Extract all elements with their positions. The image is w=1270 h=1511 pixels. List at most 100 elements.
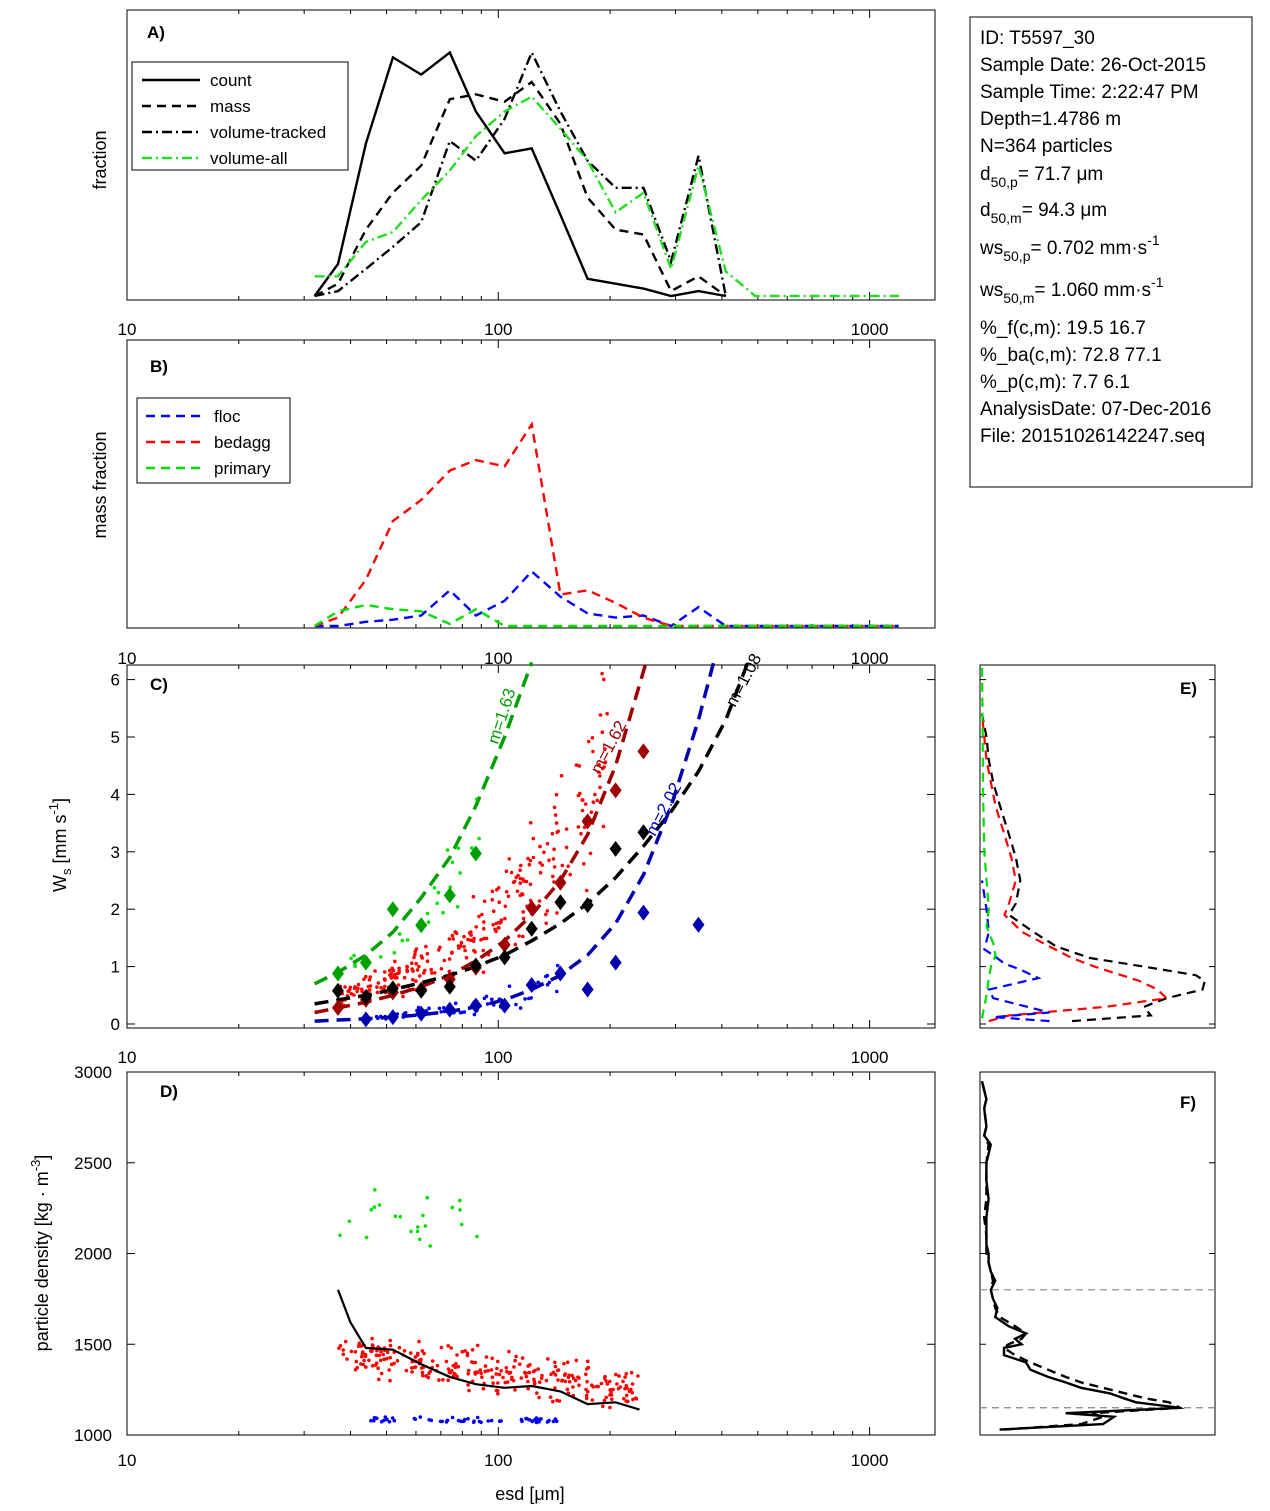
panel-d-point-bedagg	[356, 1344, 361, 1348]
panel-d-point-bedagg	[410, 1370, 414, 1374]
panel-d-point-bedagg	[450, 1369, 454, 1373]
panel-c-point-floc	[529, 996, 533, 1000]
panel-c-x-tick-label: 10	[118, 1048, 137, 1067]
panel-c-y-tick-label: 1	[111, 958, 120, 977]
panel-c-point-bedagg	[490, 889, 495, 894]
panel-e-series-line	[980, 713, 1169, 1023]
panel-c-point-primary	[425, 911, 430, 916]
panel-d-point-bedagg	[557, 1399, 562, 1403]
panel-c-point-bedagg	[442, 958, 447, 963]
panel-c-point-bedagg	[516, 873, 520, 878]
panel-b-legend: floc bedagg primary	[136, 397, 291, 484]
panel-d-y-tick-label: 1500	[74, 1335, 112, 1354]
panel-c-point-bedagg	[559, 773, 564, 778]
panel-c-point-primary	[450, 860, 455, 865]
panel-d-point-bedagg	[413, 1355, 418, 1359]
info-box-frame	[969, 16, 1253, 488]
panel-b-legend-label: primary	[214, 459, 271, 478]
panel-d-point-floc	[471, 1420, 476, 1424]
panel-d-point-floc	[466, 1417, 470, 1421]
panel-d-point-bedagg	[426, 1375, 431, 1380]
panel-c-point-bedagg	[507, 857, 512, 861]
panel-c-point-bedagg	[555, 830, 559, 835]
panel-d-point-bedagg	[357, 1341, 362, 1346]
panel-c-point-bedagg	[538, 861, 542, 865]
panel-d-point-bedagg	[373, 1363, 378, 1367]
panel-c-point-bedagg	[375, 985, 379, 989]
panel-d-point-bedagg	[503, 1380, 508, 1385]
panel-c-point-floc	[518, 1006, 523, 1010]
panel-c-point-floc	[514, 1002, 518, 1007]
panel-d-point-bedagg	[544, 1378, 549, 1383]
panel-d-point-floc	[387, 1419, 392, 1424]
panel-c-point-bedagg	[368, 984, 373, 988]
panel-a: 10 100 1000 A) fraction count mass volume-tr…	[90, 9, 936, 339]
panel-a-y-label: fraction	[90, 130, 110, 189]
info-line: %_p(c,m): 7.7 6.1	[980, 372, 1130, 393]
panel-d-point-floc	[489, 1418, 494, 1423]
panel-c-point-bedagg	[551, 874, 555, 879]
info-line: N=364 particles	[980, 136, 1113, 157]
panel-c-point-bedagg	[479, 938, 483, 942]
panel-d-point-bedagg	[565, 1360, 570, 1365]
panel-b-series	[313, 421, 899, 628]
panel-d-point-bedagg	[524, 1374, 529, 1379]
panel-d-point-floc	[450, 1415, 455, 1420]
panel-d-y-tick-label: 3000	[74, 1063, 112, 1082]
panel-d-point-bedagg	[355, 1365, 360, 1370]
panel-d-point-bedagg	[540, 1373, 544, 1378]
panel-c-median-marker	[581, 981, 594, 998]
panel-d-point-bedagg	[614, 1372, 618, 1377]
panel-c-point-bedagg	[481, 948, 486, 953]
panel-d-point-bedagg	[532, 1381, 537, 1386]
panel-c-point-primary	[426, 920, 431, 924]
panel-e-label: E)	[1180, 679, 1197, 698]
panel-a-legend: count mass volume-tracked volume-all	[131, 61, 349, 171]
panel-c-point-bedagg	[582, 862, 586, 866]
panel-c-point-bedagg	[528, 821, 533, 825]
panel-c-point-bedagg	[356, 982, 361, 987]
panel-c-point-bedagg	[600, 730, 605, 734]
panel-d-point-bedagg	[437, 1378, 441, 1382]
panel-c-point-bedagg	[499, 918, 504, 922]
panel-c-point-bedagg	[506, 894, 511, 899]
panel-c-point-floc	[484, 994, 489, 999]
panel-c-median-marker	[443, 978, 456, 995]
panel-d-point-bedagg	[562, 1361, 566, 1366]
panel-d-point-floc	[382, 1418, 386, 1423]
panel-c-point-bedagg	[355, 989, 359, 994]
panel-d-point-floc	[546, 1419, 550, 1424]
panel-d-point-primary	[450, 1205, 455, 1210]
panel-d-y-tick-label: 2500	[74, 1154, 112, 1173]
panel-c-point-bedagg	[531, 855, 536, 860]
panel-c-point-bedagg	[402, 975, 407, 980]
panel-d-point-floc	[460, 1419, 465, 1424]
panel-c-point-bedagg	[458, 944, 463, 948]
panel-c-point-bedagg	[382, 977, 387, 981]
info-line: ws50,p= 0.702 mm·s-1	[979, 232, 1160, 264]
panel-c-y-tick-label: 3	[111, 843, 120, 862]
panel-d-point-bedagg	[456, 1364, 461, 1369]
panel-d-point-bedagg	[388, 1378, 392, 1383]
panel-a-legend-label: volume-tracked	[210, 123, 326, 142]
panel-c-medians	[331, 743, 705, 1028]
panel-d-point-bedagg	[577, 1383, 581, 1387]
panel-d-point-bedagg	[353, 1350, 358, 1354]
panel-d-point-bedagg	[388, 1343, 393, 1348]
panel-e-series-line	[980, 880, 1050, 1023]
panel-d-x-tick-label: 1000	[851, 1451, 889, 1470]
panel-d-point-primary	[458, 1198, 462, 1203]
panel-c-median-marker	[637, 904, 650, 921]
panel-c-point-floc	[437, 1006, 442, 1011]
panel-c-point-bedagg	[593, 792, 597, 797]
panel-c-point-bedagg	[521, 910, 525, 914]
panel-a-label: A)	[147, 23, 165, 42]
panel-c-point-bedagg	[424, 944, 428, 949]
panel-b-legend-label: floc	[214, 407, 241, 426]
panel-e-series-line	[980, 662, 997, 1019]
panel-c-point-bedagg	[518, 876, 523, 881]
panel-d-point-bedagg	[467, 1388, 471, 1393]
panel-c-point-bedagg	[481, 970, 486, 975]
info-line: %_f(c,m): 19.5 16.7	[980, 318, 1146, 339]
panel-f-label: F)	[1180, 1093, 1196, 1112]
